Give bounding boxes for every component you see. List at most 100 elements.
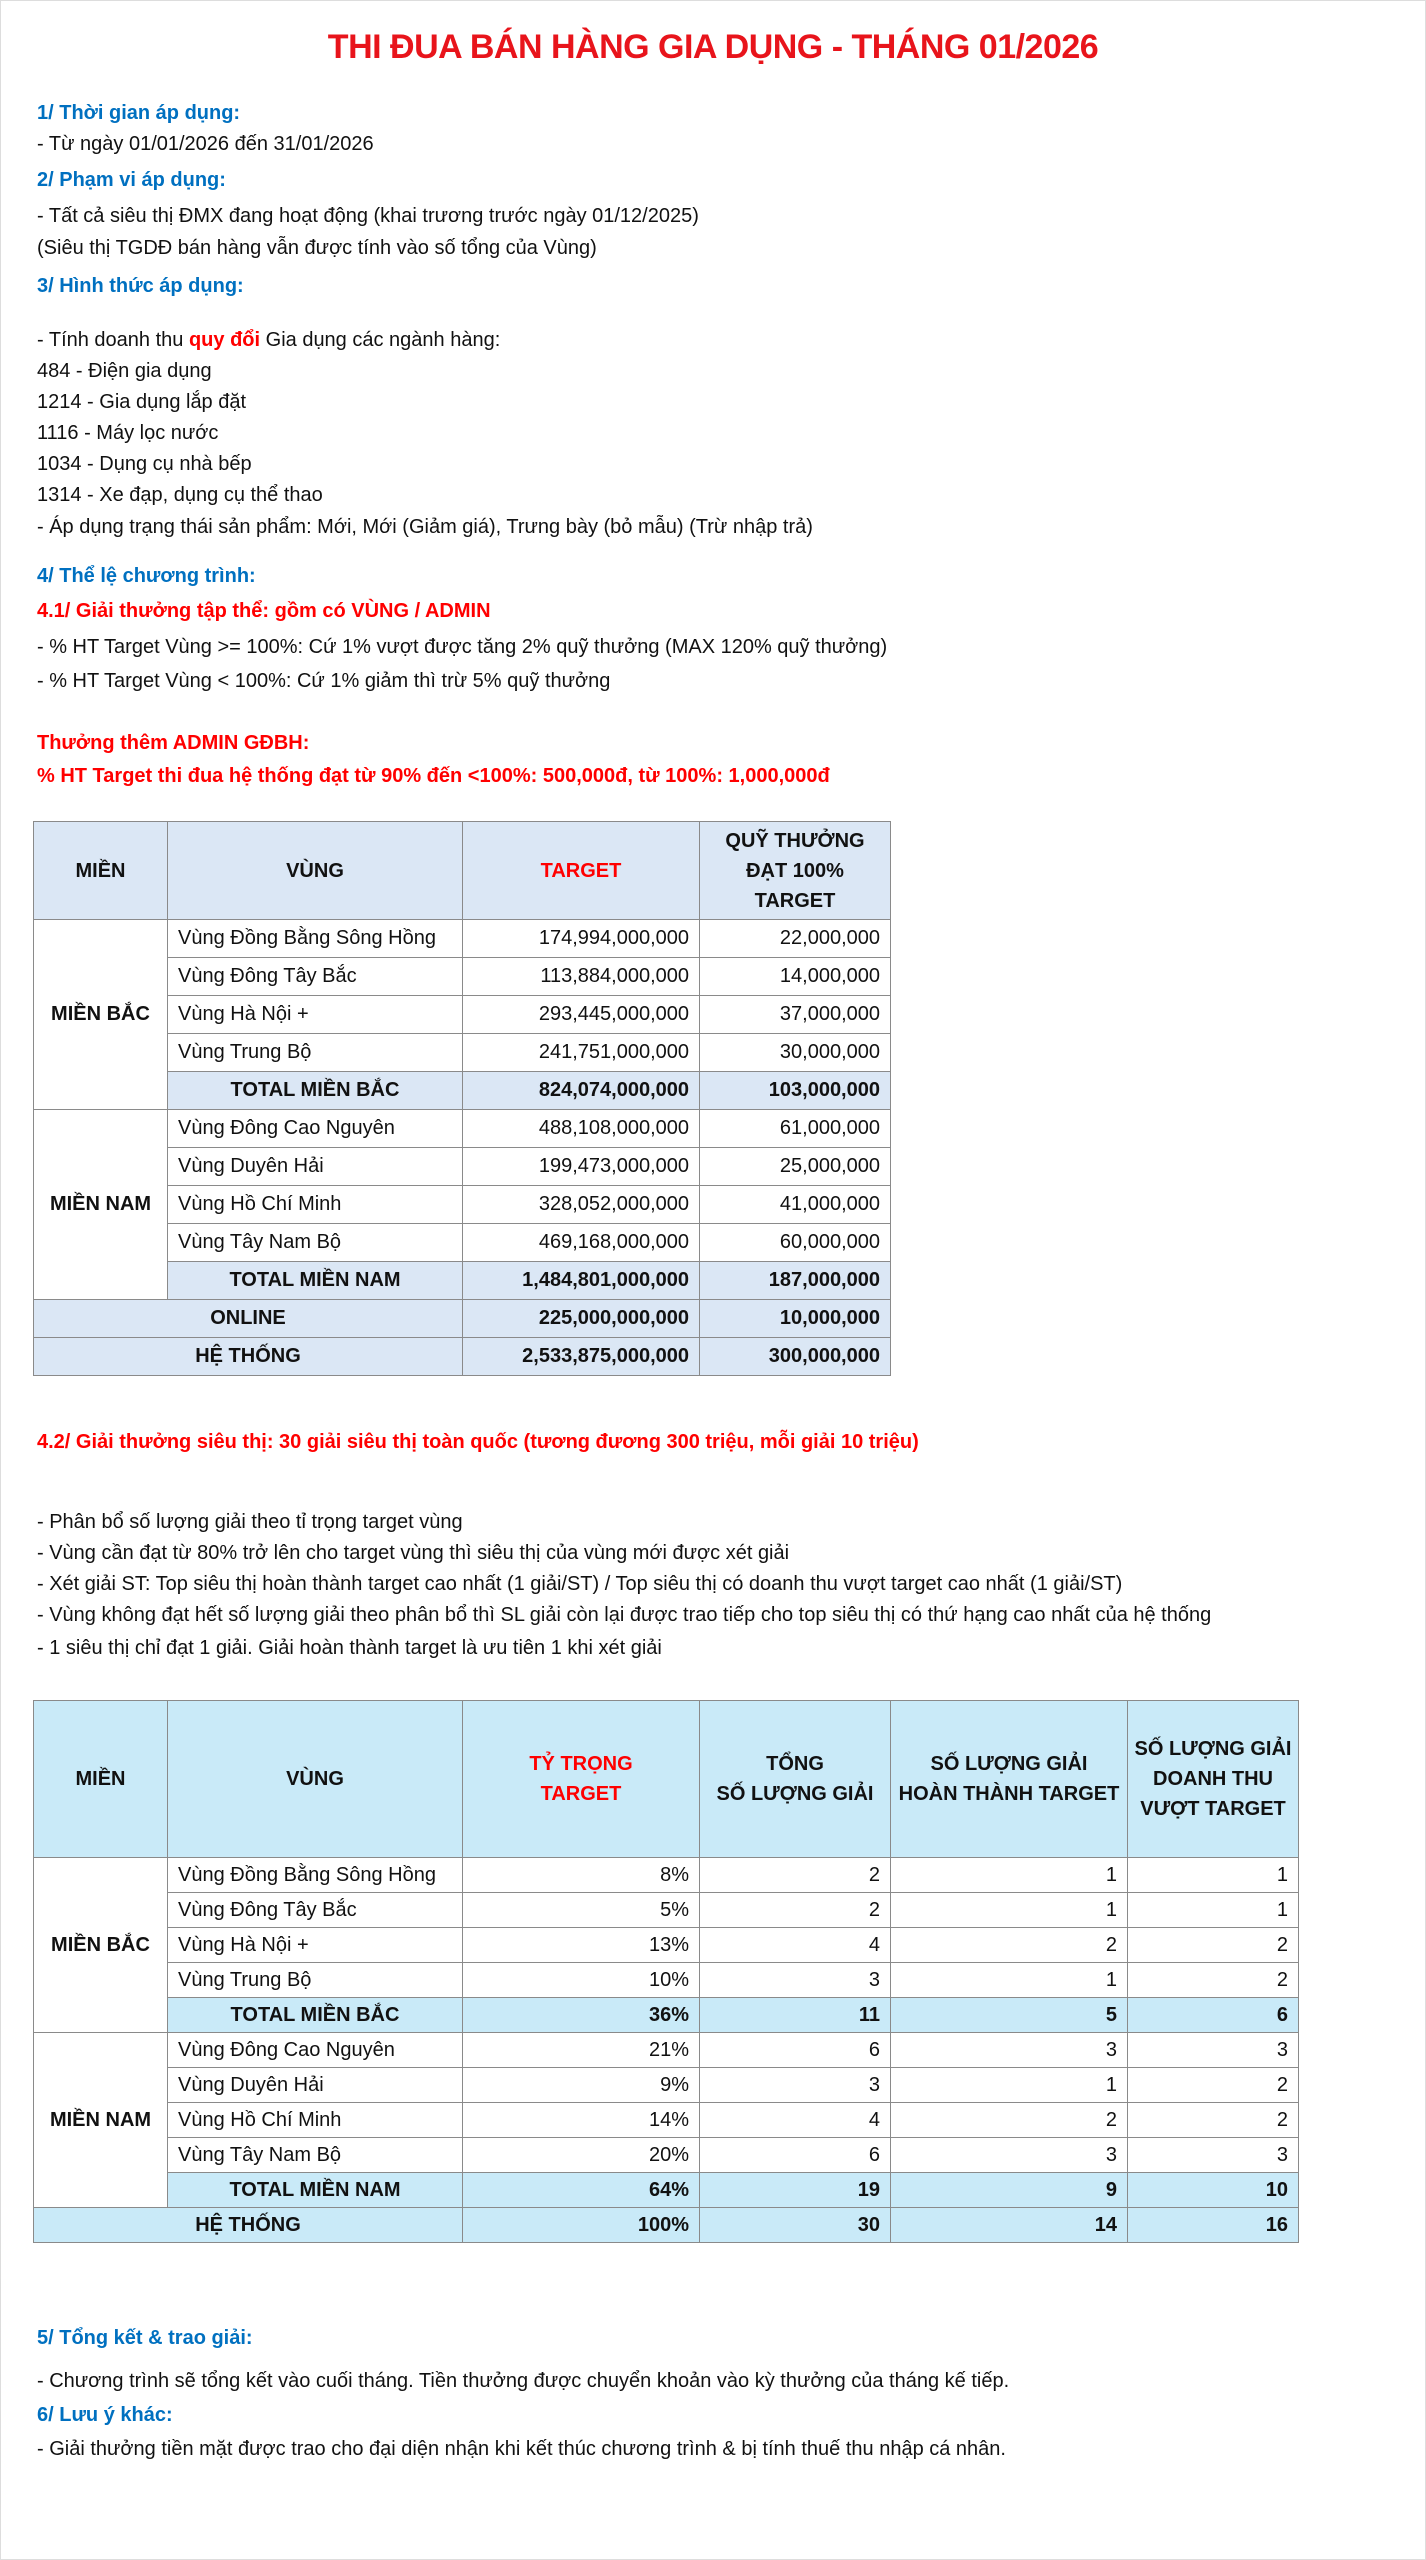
cell-ty-trong: 14% <box>462 2102 700 2138</box>
header-mien: MIỀN <box>33 1700 168 1858</box>
region-bac: MIỀN BẮC <box>33 1857 168 2033</box>
region-nam: MIỀN NAM <box>33 1109 168 1300</box>
section-6-text: - Giải thưởng tiền mặt được trao cho đại… <box>37 2438 1006 2460</box>
section-2-text-1: - Tất cả siêu thị ĐMX đang hoạt động (kh… <box>37 205 699 227</box>
table-row: Vùng Hà Nội +13% 4 2 2 <box>34 1927 1299 1963</box>
section-5-heading: 5/ Tổng kết & trao giải: <box>37 2327 253 2349</box>
intro-text: - Tính doanh thu <box>37 329 189 351</box>
header-tong: TỔNG SỐ LƯỢNG GIẢI <box>699 1700 891 1858</box>
cell-vung: Vùng Hồ Chí Minh <box>167 2102 463 2138</box>
cell-vung: Vùng Hà Nội + <box>167 1927 463 1963</box>
header-line: ĐẠT 100% <box>746 859 844 882</box>
table-header-row: MIỀN VÙNG TARGET QUỸ THƯỞNG ĐẠT 100% TARGE… <box>33 821 891 920</box>
table-row: MIỀN NAM Vùng Đông Cao Nguyên 488,108,000… <box>33 1109 891 1300</box>
prize-allocation-table: MIỀN VÙNG TỶ TRỌNG TARGET TỔNG SỐ LƯỢNG GI… <box>33 1700 1299 2243</box>
header-vung: VÙNG <box>167 1700 463 1858</box>
header-line: TỶ TRỌNG <box>529 1753 633 1775</box>
cell-ty-trong: 9% <box>462 2067 700 2103</box>
cell-target: 488,108,000,000 <box>462 1109 700 1148</box>
cell-vung: Vùng Trung Bộ <box>167 1033 463 1072</box>
section-2-text-2: (Siêu thị TGDĐ bán hàng vẫn được tính và… <box>37 237 597 259</box>
rule-text: - Vùng không đạt hết số lượng giải theo … <box>37 1604 1212 1626</box>
intro-text-end: Gia dụng các ngành hàng: <box>260 329 501 351</box>
table-row: Vùng Tây Nam Bộ 20% 6 3 3 <box>34 2137 1299 2173</box>
cell-vung: Vùng Đông Cao Nguyên <box>167 2032 463 2068</box>
cell-tong: 30 <box>699 2207 891 2243</box>
rule-text: - Xét giải ST: Top siêu thị hoàn thành t… <box>37 1573 1123 1595</box>
cell-total-label: HỆ THỐNG <box>33 2207 463 2243</box>
target-table: MIỀN VÙNG TARGET QUỸ THƯỞNG ĐẠT 100% TARGE… <box>33 821 891 1376</box>
cell-fund: 300,000,000 <box>699 1337 891 1376</box>
section-3-intro: - Tính doanh thu quy đổi Gia dụng các ng… <box>37 327 500 353</box>
header-target: TARGET <box>462 821 700 920</box>
cell-vung: Vùng Hà Nội + <box>167 995 463 1034</box>
cell-ty-trong: 10% <box>462 1962 700 1998</box>
header-ty-trong: TỶ TRỌNG TARGET <box>462 1700 700 1858</box>
section-4-1-heading: 4.1/ Giải thưởng tập thể: gồm có VÙNG / … <box>37 600 491 622</box>
section-4-heading: 4/ Thể lệ chương trình: <box>37 565 256 587</box>
category-item: 484 - Điện gia dụng <box>37 360 212 382</box>
cell-hoan-thanh: 1 <box>890 1857 1128 1893</box>
admin-bonus-text: % HT Target thi đua hệ thống đạt từ 90% … <box>37 765 830 787</box>
cell-vuot-target: 6 <box>1127 1997 1299 2033</box>
cell-vung: Vùng Đồng Bằng Sông Hồng <box>167 919 463 958</box>
cell-target: 293,445,000,000 <box>462 995 700 1034</box>
cell-hoan-thanh: 1 <box>890 1962 1128 1998</box>
cell-fund: 30,000,000 <box>699 1033 891 1072</box>
cell-target: 469,168,000,000 <box>462 1223 700 1262</box>
total-row: TOTAL MIỀN NAM 64% 19 9 10 <box>34 2172 1299 2208</box>
header-line: TARGET <box>754 889 836 912</box>
region-nam: MIỀN NAM <box>33 2032 168 2208</box>
header-line: SỐ LƯỢNG GIẢI <box>716 1783 874 1805</box>
cell-total-label: TOTAL MIỀN NAM <box>167 2172 463 2208</box>
cell-total-label: TOTAL MIỀN NAM <box>167 1261 463 1300</box>
cell-fund: 103,000,000 <box>699 1071 891 1110</box>
table-row: Vùng Trung Bộ 10% 3 1 2 <box>34 1962 1299 1998</box>
cell-vuot-target: 2 <box>1127 1962 1299 1998</box>
cell-hoan-thanh: 2 <box>890 2102 1128 2138</box>
cell-fund: 25,000,000 <box>699 1147 891 1186</box>
table-row: MIỀN BẮC Vùng Đồng Bằng Sông Hồng 174,994… <box>33 919 891 1110</box>
cell-vung: Vùng Tây Nam Bộ <box>167 1223 463 1262</box>
rule-text: - % HT Target Vùng >= 100%: Cứ 1% vượt đ… <box>37 636 888 658</box>
cell-vuot-target: 3 <box>1127 2137 1299 2173</box>
header-quy-thuong: QUỸ THƯỞNG ĐẠT 100% TARGET <box>699 821 891 920</box>
cell-fund: 22,000,000 <box>699 919 891 958</box>
cell-hoan-thanh: 3 <box>890 2032 1128 2068</box>
rule-text: - Phân bổ số lượng giải theo tỉ trọng ta… <box>37 1511 463 1533</box>
rule-text: - Vùng cần đạt từ 80% trở lên cho target… <box>37 1542 790 1564</box>
header-vuot-target: SỐ LƯỢNG GIẢI DOANH THU VƯỢT TARGET <box>1127 1700 1299 1858</box>
cell-total-label: TOTAL MIỀN BẮC <box>167 1071 463 1110</box>
total-row: TOTAL MIỀN BẮC 36% 11 5 6 <box>34 1997 1299 2033</box>
cell-hoan-thanh: 14 <box>890 2207 1128 2243</box>
cell-hoan-thanh: 3 <box>890 2137 1128 2173</box>
cell-target: 199,473,000,000 <box>462 1147 700 1186</box>
cell-vung: Vùng Hồ Chí Minh <box>167 1185 463 1224</box>
header-line: HOÀN THÀNH TARGET <box>898 1783 1120 1805</box>
cell-ty-trong: 13% <box>462 1927 700 1963</box>
table-header-row: MIỀN VÙNG TỶ TRỌNG TARGET TỔNG SỐ LƯỢNG GI… <box>33 1700 1299 1858</box>
cell-ty-trong: 36% <box>462 1997 700 2033</box>
cell-vung: Vùng Duyên Hải <box>167 2067 463 2103</box>
header-line: TỔNG <box>766 1753 824 1775</box>
section-1-text: - Từ ngày 01/01/2026 đến 31/01/2026 <box>37 133 374 155</box>
table-row: Vùng Duyên Hải 9% 3 1 2 <box>34 2067 1299 2103</box>
total-row: TOTAL MIỀN NAM 1,484,801,000,000 187,000,0… <box>34 1261 891 1300</box>
category-item: 1214 - Gia dụng lắp đặt <box>37 391 247 413</box>
cell-vung: Vùng Duyên Hải <box>167 1147 463 1186</box>
table-row: MIỀN BẮC Vùng Đồng Bằng Sông Hồng 8% 2 1 1 <box>33 1857 1299 2033</box>
cell-target: 1,484,801,000,000 <box>462 1261 700 1300</box>
system-row: HỆ THỐNG 100% 30 14 16 <box>33 2207 1299 2243</box>
cell-total-label: TOTAL MIỀN BẮC <box>167 1997 463 2033</box>
cell-ty-trong: 5% <box>462 1892 700 1928</box>
cell-vuot-target: 16 <box>1127 2207 1299 2243</box>
cell-vung: Vùng Tây Nam Bộ <box>167 2137 463 2173</box>
cell-tong: 2 <box>699 1892 891 1928</box>
table-row: Vùng Hồ Chí Minh 328,052,000,000 41,000,00… <box>34 1185 891 1224</box>
admin-bonus-title: Thưởng thêm ADMIN GĐBH: <box>37 732 310 754</box>
cell-tong: 3 <box>699 1962 891 1998</box>
cell-target: 2,533,875,000,000 <box>462 1337 700 1376</box>
header-mien: MIỀN <box>33 821 168 920</box>
rule-text: - % HT Target Vùng < 100%: Cứ 1% giảm th… <box>37 670 611 692</box>
cell-hoan-thanh: 2 <box>890 1927 1128 1963</box>
